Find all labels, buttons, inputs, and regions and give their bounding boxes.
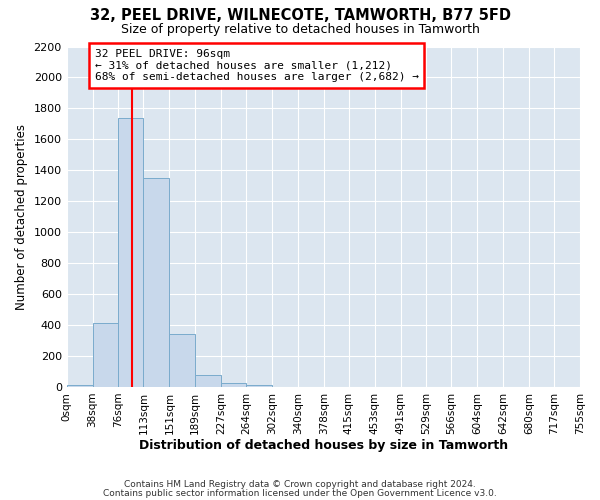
Bar — [92, 322, 118, 387]
Bar — [67, 384, 92, 387]
Text: Size of property relative to detached houses in Tamworth: Size of property relative to detached ho… — [121, 22, 479, 36]
Text: Contains HM Land Registry data © Crown copyright and database right 2024.: Contains HM Land Registry data © Crown c… — [124, 480, 476, 489]
Bar — [221, 383, 246, 387]
X-axis label: Distribution of detached houses by size in Tamworth: Distribution of detached houses by size … — [139, 440, 508, 452]
Text: 32 PEEL DRIVE: 96sqm
← 31% of detached houses are smaller (1,212)
68% of semi-de: 32 PEEL DRIVE: 96sqm ← 31% of detached h… — [95, 49, 419, 82]
Bar — [246, 386, 272, 387]
Y-axis label: Number of detached properties: Number of detached properties — [15, 124, 28, 310]
Bar — [195, 376, 221, 387]
Text: Contains public sector information licensed under the Open Government Licence v3: Contains public sector information licen… — [103, 488, 497, 498]
Bar — [169, 334, 195, 387]
Bar — [143, 178, 169, 387]
Bar — [118, 118, 143, 387]
Text: 32, PEEL DRIVE, WILNECOTE, TAMWORTH, B77 5FD: 32, PEEL DRIVE, WILNECOTE, TAMWORTH, B77… — [89, 8, 511, 22]
